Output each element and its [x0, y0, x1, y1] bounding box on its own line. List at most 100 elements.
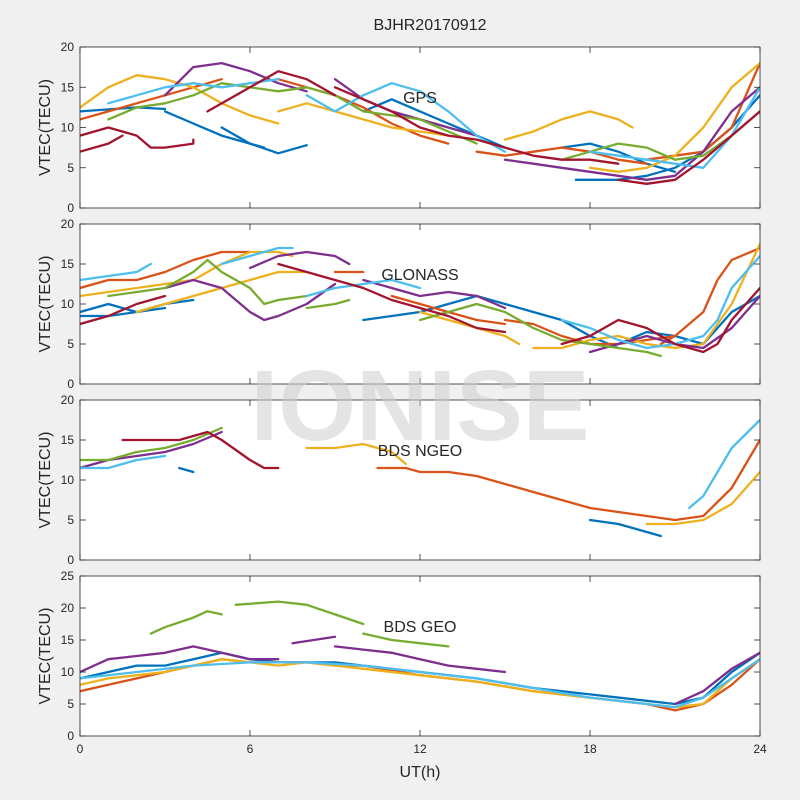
y-tick-label: 0: [67, 553, 74, 567]
plot-area: [80, 576, 760, 736]
series-line: [80, 126, 195, 149]
panel-label: BDS NGEO: [378, 443, 462, 460]
y-tick-label: 10: [61, 473, 75, 487]
series-line: [333, 645, 507, 674]
y-axis-label: VTEC(TECU): [37, 608, 54, 705]
series-group: [80, 600, 760, 712]
series-line: [532, 310, 620, 350]
series-group: [80, 242, 760, 358]
series-line: [560, 286, 760, 354]
x-axis-label: UT(h): [400, 764, 441, 781]
series-line: [362, 632, 450, 648]
series-line: [248, 250, 351, 270]
y-tick-label: 5: [67, 697, 74, 711]
panel-label: GPS: [403, 90, 437, 107]
series-line: [617, 110, 760, 185]
y-tick-label: 0: [67, 201, 74, 215]
series-line: [362, 294, 535, 322]
series-line: [80, 78, 223, 121]
series-line: [673, 651, 760, 706]
series-line: [688, 418, 760, 510]
series-line: [80, 430, 223, 470]
panel-4: 0 6 12 18 24 0 5 10 15 20 25 VTEC(TECU) BDS GEO: [37, 569, 767, 756]
x-tick-label: 0: [77, 742, 84, 756]
series-line: [163, 278, 337, 322]
watermark: IONISE: [251, 350, 590, 462]
series-line: [149, 610, 223, 635]
series-line: [291, 635, 337, 645]
series-line: [107, 258, 308, 306]
series-line: [107, 78, 280, 105]
series-line: [645, 470, 760, 526]
series-line: [333, 78, 478, 137]
figure-title: BJHR20170912: [374, 17, 487, 34]
series-line: [80, 302, 167, 314]
plot-area: [80, 400, 760, 560]
panel-label: BDS GEO: [384, 619, 457, 636]
series-line: [305, 278, 422, 298]
series-line: [659, 246, 760, 346]
panel-1: 0 5 10 15 20 VTEC(TECU) GPS: [37, 40, 761, 215]
series-line: [80, 658, 760, 709]
y-axis-label: VTEC(TECU): [37, 79, 54, 176]
y-tick-label: 5: [67, 337, 74, 351]
panel-3: 0 5 10 15 20 VTEC(TECU) BDS NGEO: [37, 393, 761, 567]
panels-group: 0 5 10 15 20 VTEC(TECU) GPS 0 5 10 15 20 VTEC(TECU) G…: [37, 40, 767, 756]
x-tick-label: 6: [247, 742, 254, 756]
series-line: [163, 61, 308, 97]
series-line: [80, 250, 252, 290]
series-line: [333, 86, 620, 165]
series-line: [80, 74, 280, 125]
panel-label: GLONASS: [381, 267, 458, 284]
y-axis-label: VTEC(TECU): [37, 432, 54, 529]
series-line: [107, 82, 337, 121]
x-tick-label: 24: [753, 742, 767, 756]
series-line: [80, 294, 167, 326]
y-tick-label: 0: [67, 377, 74, 391]
y-tick-label: 10: [61, 297, 75, 311]
series-line: [80, 454, 167, 470]
panel-2: 0 5 10 15 20 VTEC(TECU) GLONASS: [37, 217, 761, 391]
series-line: [588, 61, 760, 173]
series-group: [80, 61, 760, 185]
series-line: [80, 645, 280, 674]
series-line: [80, 134, 124, 153]
series-line: [80, 262, 152, 282]
series-line: [121, 430, 280, 470]
y-tick-label: 15: [61, 80, 75, 94]
y-tick-label: 10: [61, 665, 75, 679]
series-line: [588, 518, 662, 538]
series-line: [333, 94, 478, 145]
x-tick-label: 12: [413, 742, 427, 756]
series-line: [376, 438, 760, 522]
y-tick-label: 25: [61, 569, 75, 583]
y-tick-label: 15: [61, 633, 75, 647]
y-tick-label: 10: [61, 121, 75, 135]
series-line: [220, 246, 294, 266]
series-line: [305, 82, 507, 153]
series-line: [305, 442, 407, 466]
series-line: [503, 86, 760, 181]
series-line: [277, 262, 507, 334]
y-tick-label: 15: [61, 257, 75, 271]
x-tick-label: 18: [583, 742, 597, 756]
series-line: [560, 142, 677, 173]
y-tick-label: 20: [61, 40, 75, 54]
series-line: [220, 126, 308, 155]
y-tick-label: 20: [61, 217, 75, 231]
series-line: [532, 242, 760, 350]
y-tick-label: 20: [61, 393, 75, 407]
y-tick-label: 0: [67, 729, 74, 743]
series-line: [418, 302, 662, 358]
series-line: [503, 110, 634, 141]
series-line: [305, 298, 351, 310]
series-line: [475, 146, 648, 165]
series-group: [80, 418, 760, 538]
series-line: [362, 278, 507, 310]
y-tick-label: 15: [61, 433, 75, 447]
series-line: [80, 426, 223, 462]
y-tick-label: 5: [67, 161, 74, 175]
y-axis-label: VTEC(TECU): [37, 256, 54, 353]
series-line: [206, 70, 337, 113]
